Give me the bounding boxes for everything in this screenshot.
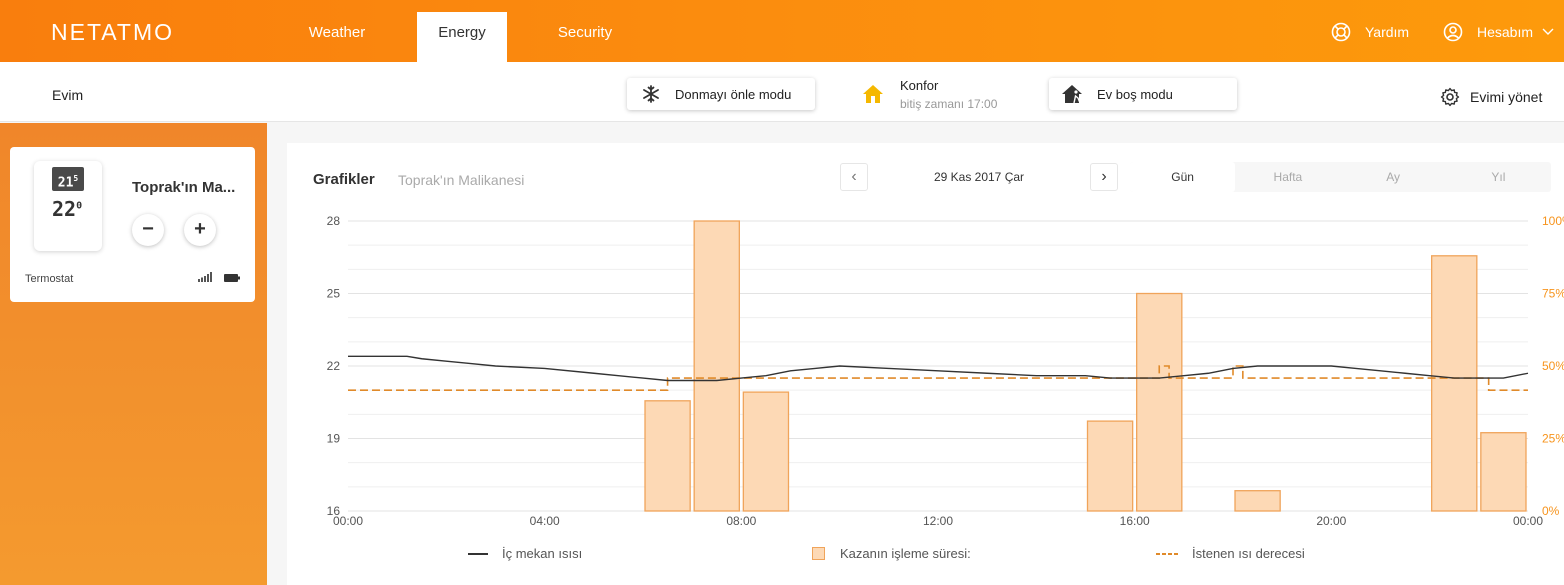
boiler-bar: [1431, 255, 1478, 512]
boiler-bar: [693, 220, 740, 512]
help-link[interactable]: Yardım: [1331, 22, 1409, 42]
current-date: 29 Kas 2017 Çar: [933, 170, 1025, 184]
frost-guard-mode-button[interactable]: Donmayı önle modu: [627, 78, 815, 110]
current-temperature-display: 220: [52, 197, 86, 221]
top-bar: NETATMO Weather Energy Security Yardım H…: [0, 0, 1564, 62]
device-type-label: Termostat: [25, 273, 74, 285]
period-year[interactable]: Yıl: [1491, 170, 1506, 184]
legend-setpoint-label: İstenen ısı derecesi: [1192, 546, 1305, 561]
user-icon: [1443, 22, 1463, 42]
away-mode-button[interactable]: Ev boş modu: [1049, 78, 1237, 110]
y-tick-right-label: 75%: [1542, 287, 1564, 301]
thermostat-card[interactable]: 215 220 Toprak'ın Ma... − + Termostat: [10, 147, 255, 302]
manage-home-link[interactable]: Evimi yönet: [1440, 87, 1542, 107]
signal-strength-icon: [198, 272, 212, 282]
account-menu[interactable]: Hesabım: [1443, 22, 1554, 42]
x-tick-label: 00:00: [333, 514, 363, 528]
graphs-panel: Grafikler Toprak'ın Malikanesi ‹ 29 Kas …: [287, 143, 1564, 585]
gear-icon: [1440, 87, 1460, 107]
setpoint-sup: 5: [73, 174, 79, 183]
comfort-end-time: bitiş zamanı 17:00: [900, 96, 998, 111]
legend-boiler-time-label: Kazanın işleme süresi:: [840, 546, 971, 561]
thermostat-device-image: 215 220: [34, 161, 102, 251]
period-selector: Gün Hafta Ay Yıl: [1130, 162, 1551, 192]
rooms-sidebar: 215 220 Toprak'ın Ma... − + Termostat: [0, 123, 267, 585]
legend-indoor-temp: İç mekan ısısı: [468, 546, 582, 561]
home-comfort-icon: [863, 85, 883, 103]
battery-icon: [224, 274, 240, 282]
temperature-chart: 16 19 22 25 28 0% 25% 50% 75% 100% 00:00 04:00 08:00…: [327, 214, 1564, 528]
legend-setpoint: İstenen ısı derecesi: [1156, 546, 1305, 561]
x-tick-label: 16:00: [1120, 514, 1150, 528]
boiler-bar: [1480, 432, 1527, 512]
boiler-bar: [644, 400, 691, 512]
chevron-down-icon: [1542, 28, 1554, 35]
legend-line-swatch: [468, 552, 488, 555]
away-mode-label: Ev boş modu: [1097, 86, 1173, 102]
manage-home-label: Evimi yönet: [1470, 89, 1543, 105]
legend-bar-swatch: [812, 546, 825, 560]
panel-title: Grafikler: [313, 171, 375, 188]
current-main: 22: [52, 197, 77, 221]
y-tick-right-label: 25%: [1542, 432, 1564, 446]
indoor-temp-line: [348, 355, 1529, 382]
setpoint-line: [348, 365, 1528, 391]
y-tick-right-label: 50%: [1542, 359, 1564, 373]
y-tick-left-label: 16: [327, 504, 341, 518]
x-tick-label: 00:00: [1513, 514, 1543, 528]
room-name[interactable]: Toprak'ın Ma...: [132, 179, 236, 196]
panel-subtitle: Toprak'ın Malikanesi: [398, 172, 525, 188]
y-tick-left-label: 19: [327, 432, 341, 446]
setpoint-main: 21: [57, 175, 74, 191]
boiler-bar: [1136, 292, 1183, 512]
boiler-bar: [1086, 420, 1134, 512]
period-week[interactable]: Hafta: [1273, 170, 1303, 184]
tab-energy[interactable]: Energy: [417, 12, 507, 62]
tab-weather[interactable]: Weather: [308, 24, 366, 41]
frost-guard-mode-label: Donmayı önle modu: [675, 86, 792, 102]
y-tick-left-label: 22: [327, 359, 341, 373]
y-tick-right-label: 0%: [1542, 504, 1560, 518]
x-tick-label: 20:00: [1316, 514, 1346, 528]
y-tick-right-label: 100%: [1542, 214, 1564, 228]
increase-temperature-button[interactable]: +: [184, 214, 216, 246]
account-label: Hesabım: [1477, 24, 1534, 40]
home-mode-bar: Evim Donmayı önle modu Konfor: [0, 62, 1564, 122]
legend-indoor-temp-label: İç mekan ısısı: [502, 546, 583, 561]
x-tick-label: 04:00: [530, 514, 560, 528]
x-tick-label: 12:00: [923, 514, 953, 528]
legend-boiler-time: Kazanın işleme süresi:: [812, 546, 971, 561]
snowflake-icon: [627, 85, 675, 103]
away-home-icon: [1049, 84, 1097, 104]
comfort-mode-label: Konfor: [900, 77, 939, 93]
decrease-temperature-button[interactable]: −: [132, 214, 164, 246]
y-tick-left-label: 28: [327, 214, 341, 228]
previous-day-button[interactable]: ‹: [840, 163, 868, 191]
y-tick-left-label: 25: [327, 287, 341, 301]
next-day-button[interactable]: ›: [1090, 163, 1118, 191]
home-name[interactable]: Evim: [52, 87, 84, 103]
netatmo-logo[interactable]: NETATMO: [51, 19, 175, 45]
boiler-bar: [742, 391, 790, 512]
boiler-bar: [1234, 490, 1281, 512]
legend-dashed-swatch: [1156, 552, 1178, 555]
lifebuoy-icon: [1331, 22, 1351, 42]
help-label: Yardım: [1365, 24, 1410, 40]
setpoint-display: 215: [52, 167, 84, 191]
period-day[interactable]: Gün: [1130, 162, 1236, 192]
comfort-mode-status[interactable]: Konfor bitiş zamanı 17:00: [862, 74, 997, 114]
tab-security[interactable]: Security: [557, 24, 613, 41]
period-month[interactable]: Ay: [1386, 170, 1401, 184]
x-tick-label: 08:00: [726, 514, 756, 528]
current-sup: 0: [76, 200, 83, 212]
